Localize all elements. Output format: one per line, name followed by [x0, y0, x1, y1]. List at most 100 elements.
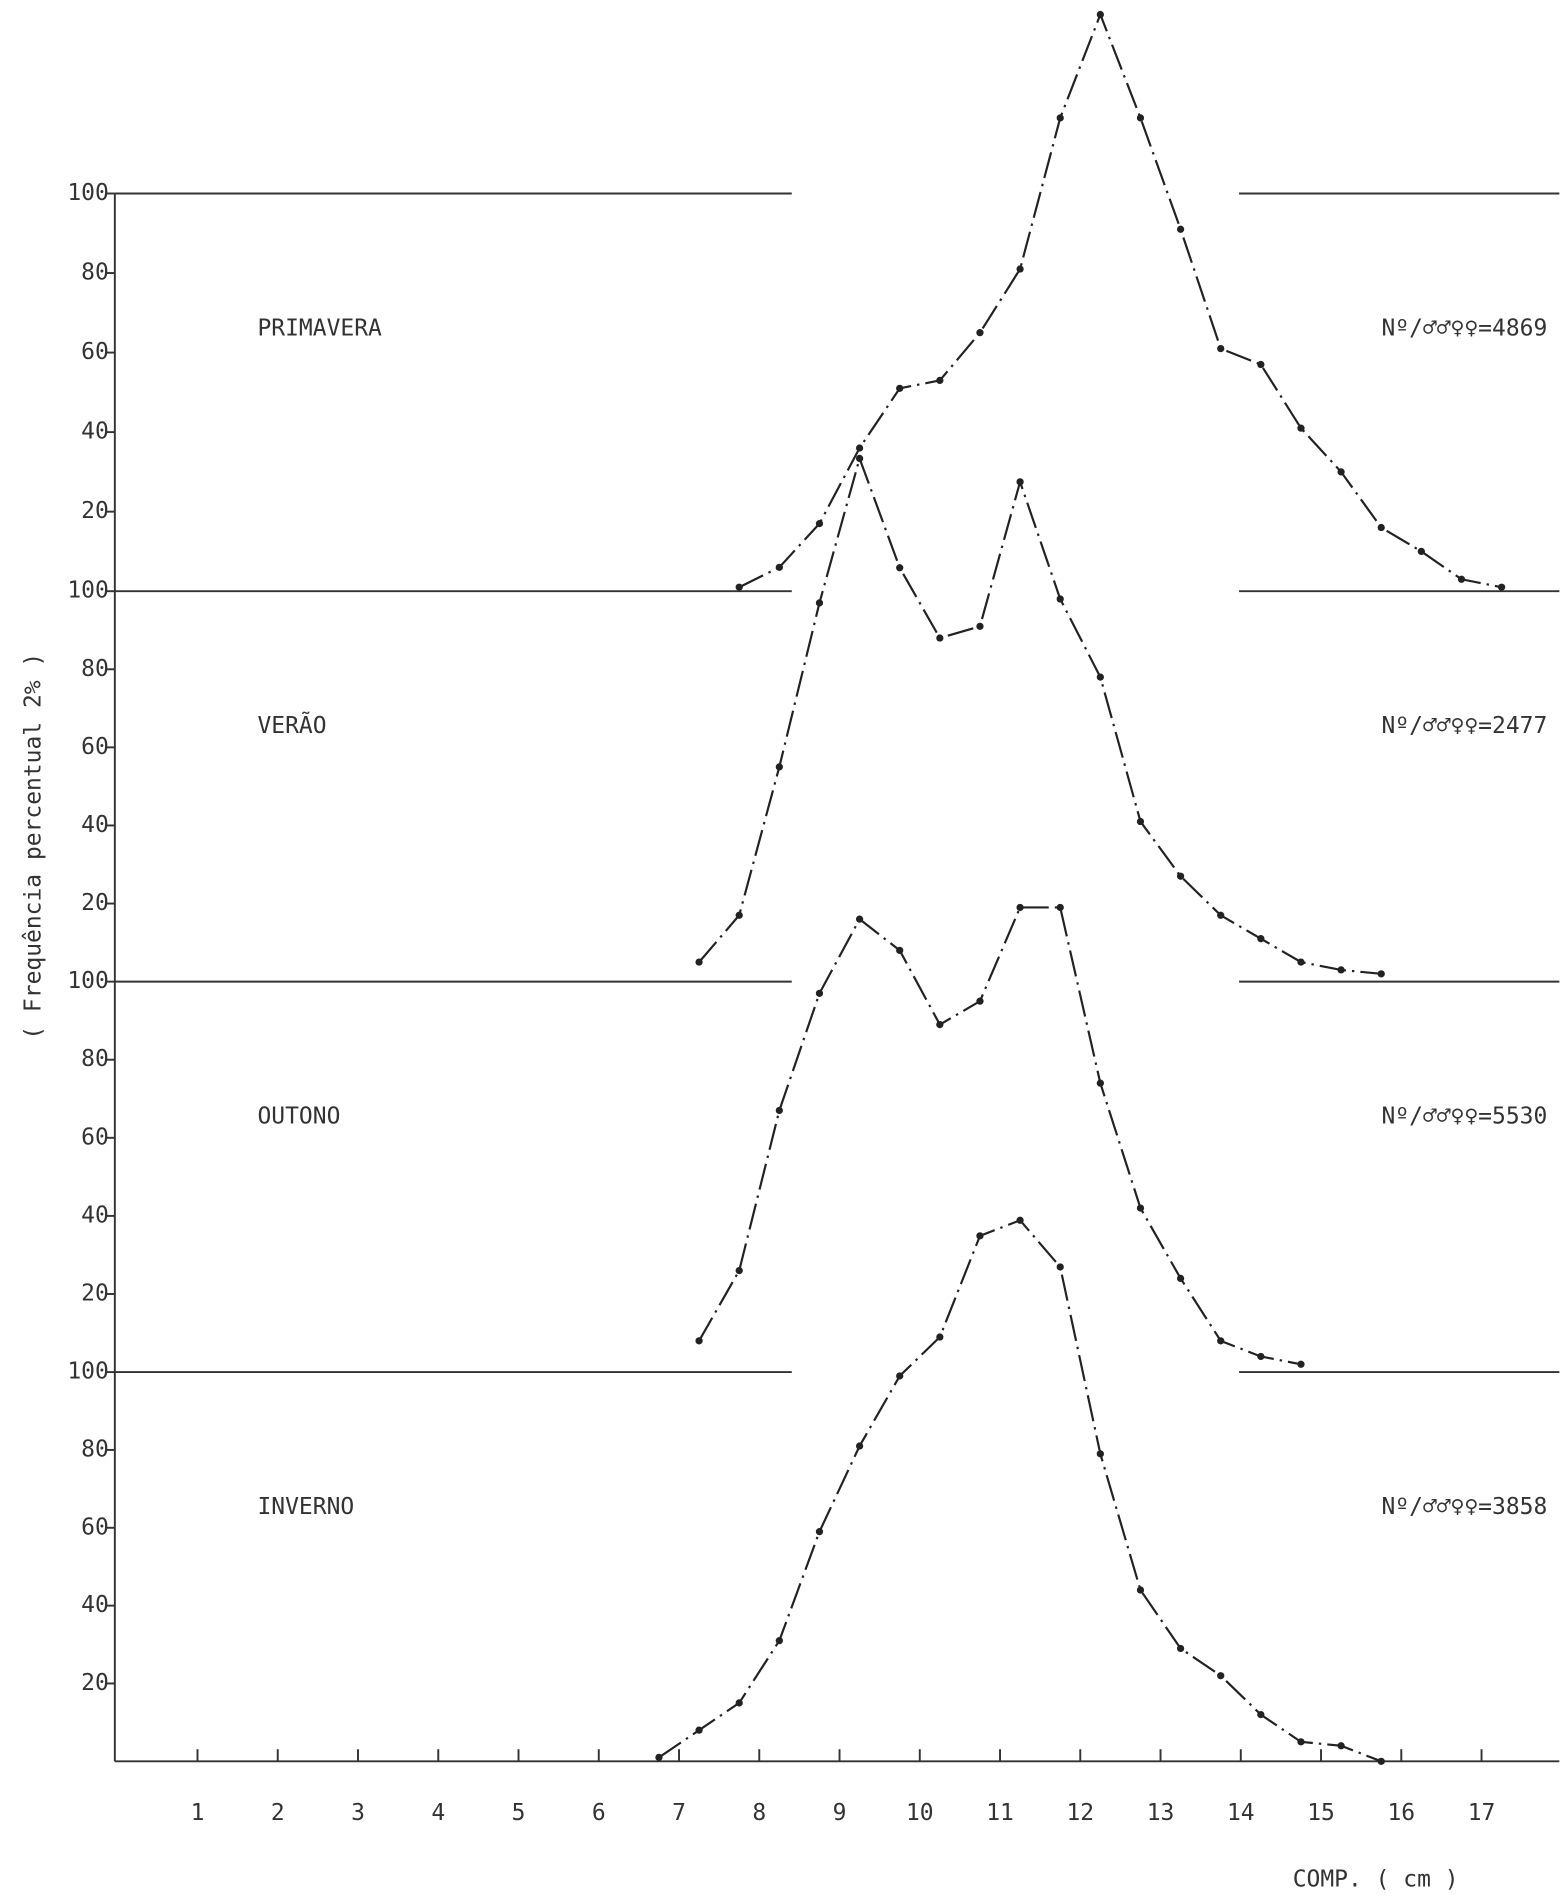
- data-point: [735, 911, 743, 919]
- x-tick-label: 11: [986, 1800, 1014, 1826]
- data-point: [1257, 1352, 1265, 1361]
- data-point: [1176, 1644, 1185, 1653]
- data-point: [775, 563, 783, 571]
- y-tick-label: 40: [81, 1202, 109, 1228]
- y-tick-label: 100: [67, 1359, 108, 1385]
- data-point: [855, 454, 864, 463]
- x-tick-label: 17: [1468, 1800, 1496, 1826]
- data-point: [815, 519, 824, 528]
- y-tick-label: 100: [67, 968, 108, 994]
- series-line: [658, 1218, 1382, 1763]
- data-point: [896, 384, 904, 392]
- data-point: [1257, 935, 1265, 943]
- x-tick-label: 1: [191, 1800, 205, 1826]
- data-point: [1096, 673, 1104, 681]
- data-point: [1016, 478, 1024, 486]
- y-tick-label: 80: [81, 656, 109, 682]
- data-point: [1096, 1450, 1104, 1458]
- data-point: [1217, 344, 1225, 353]
- x-tick-label: 2: [271, 1800, 285, 1826]
- data-point: [1297, 1738, 1305, 1746]
- data-point: [695, 1726, 703, 1734]
- y-tick-label: 100: [67, 180, 108, 206]
- annotation: Nº/♂♂♀♀=2477: [1381, 713, 1547, 739]
- panel-title: INVERNO: [257, 1494, 354, 1520]
- data-point: [815, 989, 824, 997]
- x-tick-label: 7: [672, 1800, 686, 1826]
- data-point: [1016, 903, 1024, 912]
- data-point: [1377, 523, 1385, 532]
- x-tick-label: 13: [1147, 1800, 1175, 1826]
- x-tick-label: 15: [1307, 1800, 1335, 1826]
- data-point: [1016, 265, 1024, 273]
- y-tick-label: 40: [81, 1592, 109, 1618]
- y-tick-label: 20: [81, 498, 109, 524]
- data-point: [735, 583, 743, 591]
- data-point: [1016, 1216, 1024, 1224]
- y-tick-label: 60: [81, 339, 109, 365]
- data-point: [896, 564, 904, 572]
- x-tick-label: 5: [512, 1800, 526, 1826]
- data-point: [1136, 817, 1145, 826]
- data-point: [1297, 1360, 1305, 1368]
- x-tick-label: 9: [833, 1800, 847, 1826]
- data-point: [1257, 360, 1265, 369]
- annotation: Nº/♂♂♀♀=5530: [1381, 1104, 1547, 1130]
- y-tick-label: 40: [81, 419, 109, 445]
- data-point: [1056, 903, 1064, 912]
- x-tick-label: 10: [906, 1800, 934, 1826]
- data-point: [936, 634, 944, 642]
- data-point: [1096, 1079, 1104, 1087]
- data-point: [1417, 547, 1425, 556]
- data-point: [855, 915, 864, 923]
- data-point: [735, 1266, 743, 1275]
- annotation: Nº/♂♂♀♀=4869: [1381, 315, 1547, 341]
- data-point: [655, 1753, 663, 1762]
- data-point: [1377, 970, 1385, 978]
- data-point: [1056, 595, 1064, 603]
- data-point: [815, 599, 824, 607]
- data-point: [896, 946, 904, 955]
- data-point: [1257, 1710, 1265, 1719]
- data-point: [815, 1528, 824, 1536]
- data-point: [735, 1699, 743, 1707]
- data-point: [1337, 1742, 1345, 1750]
- x-tick-label: 4: [431, 1800, 445, 1826]
- x-tick-label: 14: [1227, 1800, 1255, 1826]
- data-point: [1217, 1337, 1225, 1345]
- data-point: [936, 376, 944, 385]
- data-point: [1497, 583, 1506, 591]
- y-tick-label: 20: [81, 890, 109, 916]
- series-line: [698, 906, 1302, 1366]
- y-tick-label: 80: [81, 1046, 109, 1072]
- panel-title: PRIMAVERA: [257, 315, 382, 341]
- data-point: [1217, 1672, 1225, 1680]
- data-point: [976, 329, 984, 337]
- data-point: [1457, 575, 1466, 583]
- x-tick-label: 8: [752, 1800, 766, 1826]
- data-point: [1337, 468, 1345, 476]
- data-point: [1297, 958, 1305, 966]
- y-tick-label: 60: [81, 1124, 109, 1150]
- data-point: [1176, 1274, 1185, 1283]
- data-point: [896, 1372, 904, 1380]
- y-tick-label: 80: [81, 1436, 109, 1462]
- data-point: [1136, 1204, 1145, 1212]
- y-tick-label: 40: [81, 812, 109, 838]
- y-tick-label: 20: [81, 1280, 109, 1306]
- data-point: [1377, 1757, 1385, 1765]
- x-tick-label: 6: [592, 1800, 606, 1826]
- series-line: [738, 11, 1502, 589]
- data-point: [695, 958, 703, 966]
- data-point: [976, 1232, 984, 1240]
- series-line: [698, 454, 1382, 975]
- data-point: [1136, 1586, 1145, 1594]
- x-tick-label: 3: [351, 1800, 365, 1826]
- data-point: [1337, 966, 1345, 974]
- data-point: [775, 1106, 783, 1115]
- data-point: [936, 1020, 944, 1029]
- data-point: [1297, 424, 1305, 432]
- data-point: [976, 997, 984, 1005]
